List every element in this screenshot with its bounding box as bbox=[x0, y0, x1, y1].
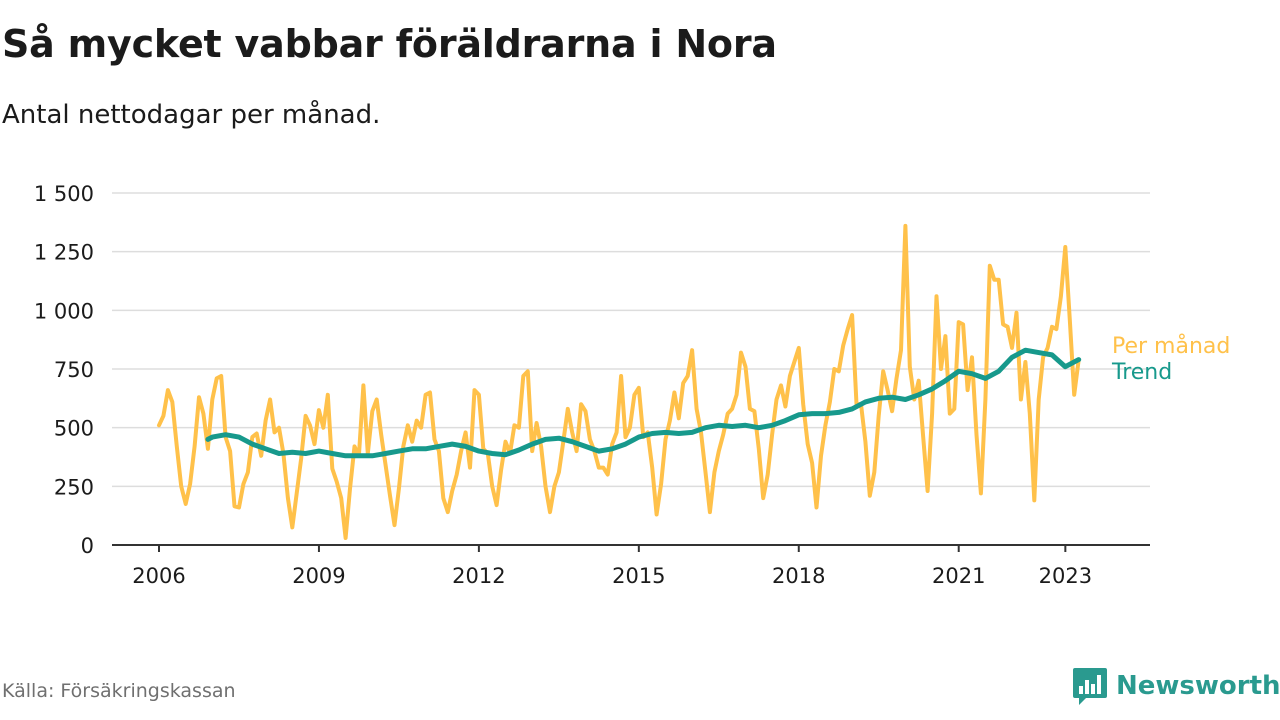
brand-name: Newsworthy bbox=[1116, 671, 1280, 701]
chart-subtitle: Antal nettodagar per månad. bbox=[2, 100, 381, 130]
y-tick-label: 250 bbox=[54, 475, 94, 499]
y-tick-label: 1 000 bbox=[34, 299, 94, 323]
series-line-per-manad bbox=[157, 223, 1081, 540]
x-tick-label: 2009 bbox=[292, 564, 345, 588]
x-tick-label: 2012 bbox=[452, 564, 505, 588]
x-axis bbox=[112, 544, 1150, 552]
y-axis-tick-labels: 0 250 500 750 1 000 1 250 1 500 bbox=[34, 182, 94, 558]
x-tick-label: 2006 bbox=[132, 564, 185, 588]
series-line-trend bbox=[205, 347, 1082, 459]
bar-chart-speech-bubble-icon bbox=[1073, 668, 1107, 705]
series-label-trend: Trend bbox=[1111, 360, 1172, 385]
chart-title: Så mycket vabbar föräldrarna i Nora bbox=[2, 22, 777, 66]
y-tick-label: 1 250 bbox=[34, 241, 94, 265]
y-tick-label: 500 bbox=[54, 417, 94, 441]
source-note: Källa: Försäkringskassan bbox=[2, 680, 236, 702]
x-tick-label: 2018 bbox=[772, 564, 825, 588]
x-tick-label: 2021 bbox=[932, 564, 985, 588]
series-lines bbox=[157, 223, 1082, 540]
y-tick-label: 1 500 bbox=[34, 182, 94, 206]
y-tick-label: 0 bbox=[81, 534, 94, 558]
x-tick-label: 2023 bbox=[1039, 564, 1092, 588]
x-tick-label: 2015 bbox=[612, 564, 665, 588]
brand-logo: Newsworthy bbox=[1072, 664, 1280, 708]
y-tick-label: 750 bbox=[54, 358, 94, 382]
x-axis-tick-labels: 2006 2009 2012 2015 2018 2021 2023 bbox=[132, 564, 1092, 588]
series-label-per-manad: Per månad bbox=[1112, 333, 1230, 359]
